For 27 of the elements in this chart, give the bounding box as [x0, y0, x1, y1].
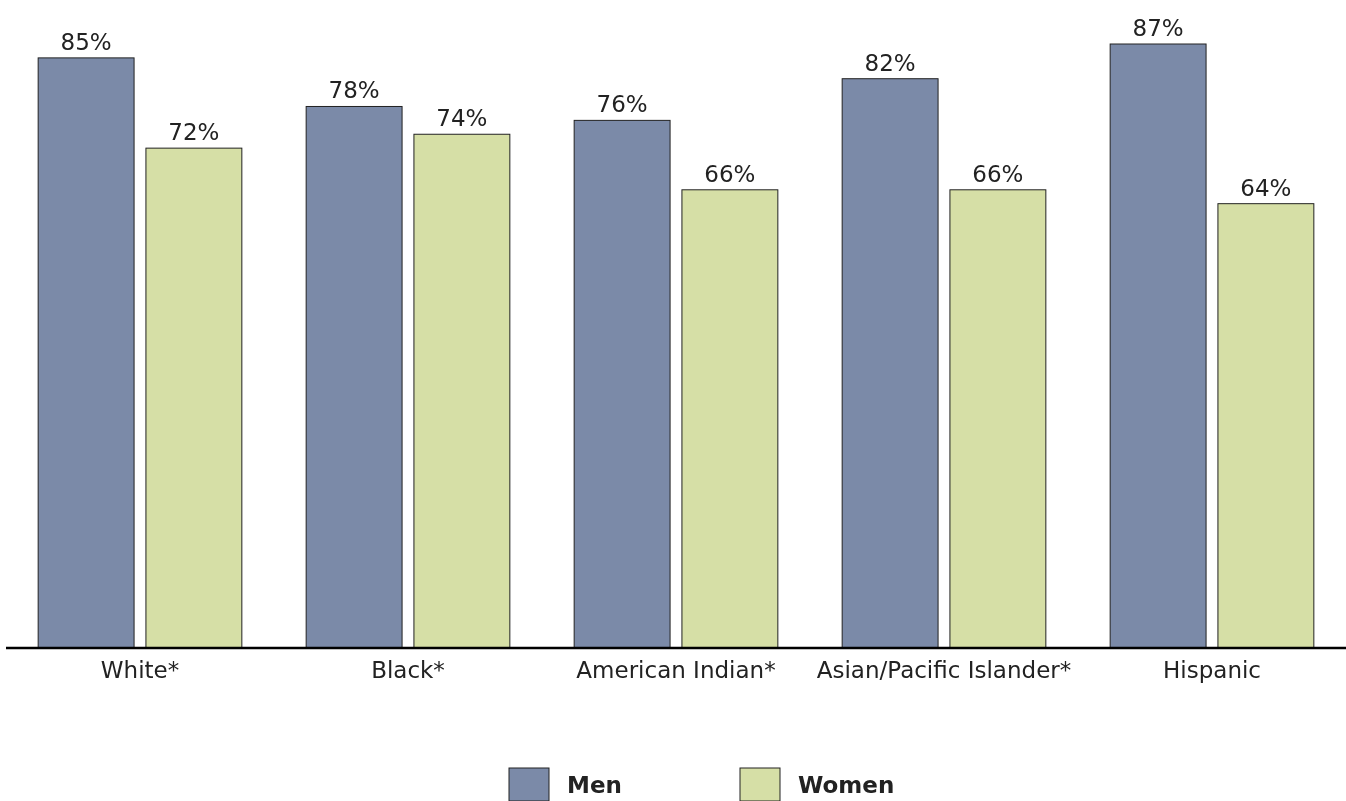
legend-label: Women: [798, 772, 895, 798]
bar: [1109, 43, 1207, 649]
data-label: 74%: [436, 105, 488, 132]
data-label: 85%: [60, 28, 112, 55]
bar: [573, 119, 671, 649]
data-label: 76%: [596, 91, 648, 118]
bar: [949, 189, 1047, 649]
bar: [681, 189, 779, 649]
bar: [305, 105, 403, 649]
data-label: 78%: [328, 77, 380, 104]
data-label: 82%: [864, 49, 916, 76]
data-label: 72%: [168, 119, 220, 146]
bar: [413, 133, 511, 649]
bar: [841, 78, 939, 649]
bar: [37, 57, 135, 649]
x-tick-label: Hispanic: [1163, 657, 1261, 684]
data-label: 66%: [972, 160, 1024, 187]
x-tick-label: White*: [100, 657, 180, 684]
x-tick-label: Black*: [371, 657, 445, 684]
bar: [145, 147, 243, 649]
legend-label: Men: [567, 772, 622, 798]
x-tick-label: Asian/Pacific Islander*: [816, 657, 1072, 684]
data-label: 66%: [704, 160, 756, 187]
bar: [1217, 203, 1315, 649]
x-tick-label: American Indian*: [576, 657, 776, 684]
data-label: 64%: [1240, 174, 1292, 201]
data-label: 87%: [1132, 15, 1184, 41]
